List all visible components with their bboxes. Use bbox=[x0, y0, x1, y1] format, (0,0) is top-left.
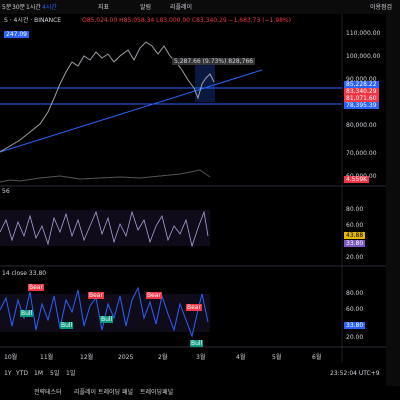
panel-tab[interactable]: 전략테스터 bbox=[34, 389, 62, 396]
volume-tag: 4.559K bbox=[344, 176, 370, 183]
bear-label: Bear bbox=[146, 292, 162, 299]
time-axis-label: 5월 bbox=[272, 354, 282, 361]
range-button[interactable]: YTD bbox=[16, 370, 28, 377]
range-button[interactable]: 1일 bbox=[66, 370, 76, 377]
price-tag: 81,071.60 bbox=[344, 95, 379, 102]
rsi-axis-label: 60.00 bbox=[346, 222, 364, 229]
time-axis-label: 10월 bbox=[4, 354, 18, 361]
time-axis-label: 12월 bbox=[80, 354, 94, 361]
osc-axis-label: 80.00 bbox=[346, 290, 364, 297]
time-axis-label: 2025 bbox=[118, 354, 134, 361]
bear-label: Bear bbox=[88, 292, 104, 299]
panel-tab[interactable]: 리플레이 트레이딩 패널 bbox=[74, 389, 134, 396]
interval-button[interactable]: 1시간 bbox=[26, 4, 41, 11]
price-axis-label: 110,000.00 bbox=[346, 30, 381, 37]
tool-button[interactable]: 리플레이 bbox=[170, 4, 193, 11]
price-axis-label: 80,000.00 bbox=[346, 122, 377, 129]
price-axis-label: 100,000.00 bbox=[346, 53, 381, 60]
trend-line bbox=[0, 69, 263, 153]
tool-button[interactable]: 지표 bbox=[98, 4, 110, 11]
time-axis-label: 3월 bbox=[196, 354, 206, 361]
rsi-axis-label: 20.00 bbox=[346, 254, 364, 261]
legend-value: 247.09 bbox=[4, 31, 29, 38]
interval-button[interactable]: 4시간 bbox=[42, 4, 57, 11]
range-button[interactable]: 1Y bbox=[4, 370, 12, 377]
rsi-tag: 43.88 bbox=[344, 232, 366, 239]
price-axis-label: 90,000.00 bbox=[346, 76, 377, 83]
top-bar bbox=[0, 0, 400, 14]
rsi-line bbox=[0, 210, 209, 248]
measure-label: 5,287.66 (9.73%) 828,766 bbox=[172, 58, 256, 65]
bull-label: Bull bbox=[20, 310, 34, 317]
clock: 23:52:04 UTC+9 bbox=[330, 370, 380, 377]
osc-axis-label: 60.00 bbox=[346, 306, 364, 313]
bull-label: Bull bbox=[190, 340, 204, 347]
bull-label: Bull bbox=[100, 316, 114, 323]
bear-label: Bear bbox=[28, 284, 44, 291]
range-button[interactable]: 1M bbox=[34, 370, 43, 377]
account-button[interactable]: 이용점검 bbox=[370, 4, 393, 11]
price-tag: 83,340.29 bbox=[344, 88, 379, 95]
time-axis-label: 6월 bbox=[312, 354, 322, 361]
rsi-label: 56 bbox=[2, 188, 10, 195]
bull-label: Bull bbox=[60, 322, 74, 329]
interval-button[interactable]: 5분 bbox=[2, 4, 12, 11]
rsi-band bbox=[0, 210, 210, 246]
range-button[interactable]: 5일 bbox=[50, 370, 60, 377]
time-axis-label: 4월 bbox=[236, 354, 246, 361]
interval-button[interactable]: 30분 bbox=[12, 4, 26, 11]
osc-label: 14 close 33.80 bbox=[2, 270, 47, 277]
price-axis-label: 70,000.00 bbox=[346, 150, 377, 157]
time-axis-label: 11월 bbox=[40, 354, 54, 361]
time-axis-label: 2월 bbox=[158, 354, 168, 361]
rsi-axis-label: 80.00 bbox=[346, 206, 364, 213]
volume-bars bbox=[0, 169, 211, 183]
rsi-tag: 33.80 bbox=[344, 240, 366, 247]
side-panel bbox=[386, 14, 400, 386]
symbol-legend: S · 4시간 · BINANCE bbox=[4, 17, 62, 24]
price-line bbox=[0, 41, 215, 153]
price-tag: 78,395.39 bbox=[344, 102, 379, 109]
osc-axis-label: 20.00 bbox=[346, 334, 364, 341]
tool-button[interactable]: 알림 bbox=[140, 4, 152, 11]
osc-tag: 33.80 bbox=[344, 322, 366, 329]
panel-tab[interactable]: 트레이딩패널 bbox=[140, 389, 174, 396]
price-tag: 85,228.22 bbox=[344, 81, 379, 88]
ohlc-legend: O85,024.00 H85,058.34 L83,000.00 C83,340… bbox=[82, 17, 291, 24]
bear-label: Bear bbox=[186, 304, 202, 311]
